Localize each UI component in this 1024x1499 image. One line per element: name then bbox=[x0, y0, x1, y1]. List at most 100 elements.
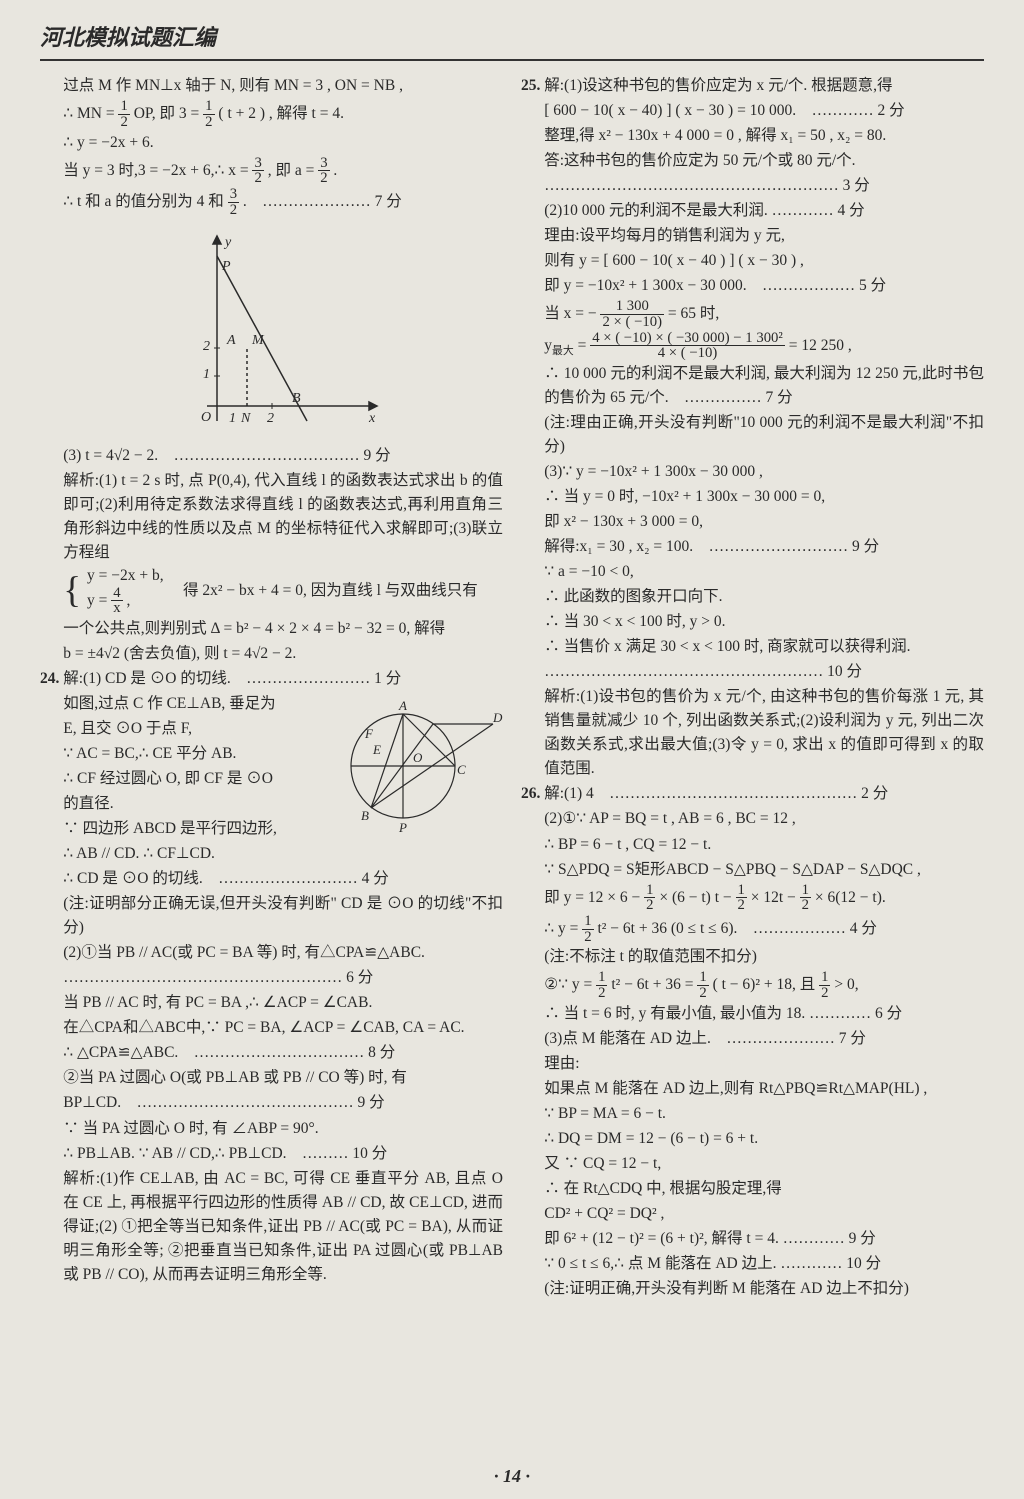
text-line: ∴ 当售价 x 满足 30 < x < 100 时, 商家就可以获得利润. bbox=[521, 635, 984, 659]
analysis-text: 解析:(1)设书包的售价为 x 元/个, 由这种书包的售价每涨 1 元, 其销售… bbox=[521, 685, 984, 781]
analysis-text: 解析:(1) t = 2 s 时, 点 P(0,4), 代入直线 l 的函数表达… bbox=[40, 469, 503, 565]
t: . ………………… 7 分 bbox=[243, 193, 402, 210]
brace-icon: { bbox=[63, 574, 81, 607]
t: , 即 a = bbox=[268, 161, 319, 178]
svg-text:2: 2 bbox=[203, 339, 210, 354]
svg-text:2: 2 bbox=[267, 411, 274, 426]
svg-text:P: P bbox=[398, 820, 407, 835]
text-line: 即 y = −10x² + 1 300x − 30 000. ……………… 5 … bbox=[521, 274, 984, 298]
text-line: 则有 y = [ 600 − 10( x − 40 ) ] ( x − 30 )… bbox=[521, 249, 984, 273]
text-line: 整理,得 x² − 130x + 4 000 = 0 , 解得 x₁ = 50 … bbox=[521, 124, 984, 148]
text-line: 答:这种书包的售价应定为 50 元/个或 80 元/个. bbox=[521, 149, 984, 173]
note-text: (注:证明部分正确无误,但开头没有判断" CD 是 ⊙O 的切线"不扣分) bbox=[40, 892, 503, 940]
text-line: 在△CPA和△ABC中,∵ PC = BA, ∠ACP = ∠CAB, CA =… bbox=[40, 1016, 503, 1040]
text-line: ∴ DQ = DM = 12 − (6 − t) = 6 + t. bbox=[521, 1127, 984, 1151]
fraction: 12 bbox=[596, 970, 607, 1000]
text-line: ………………………………………………… 3 分 bbox=[521, 174, 984, 198]
fraction: 12 bbox=[800, 883, 811, 913]
t: = 12 250 , bbox=[789, 337, 852, 354]
t: × (6 − t) t − bbox=[659, 888, 735, 905]
fraction: 4 × ( −10) × ( −30 000) − 1 300²4 × ( −1… bbox=[590, 331, 785, 361]
text-line: ∴ CD 是 ⊙O 的切线. ……………………… 4 分 bbox=[40, 867, 503, 891]
svg-text:1: 1 bbox=[229, 411, 236, 426]
t: ∴ y = bbox=[544, 920, 582, 937]
svg-text:O: O bbox=[201, 410, 211, 425]
fraction: 32 bbox=[228, 187, 239, 217]
text-line: ∴ 当 y = 0 时, −10x² + 1 300x − 30 000 = 0… bbox=[521, 485, 984, 509]
svg-text:B: B bbox=[361, 808, 369, 823]
text-line: 即 6² + (12 − t)² = (6 + t)², 解得 t = 4. …… bbox=[521, 1227, 984, 1251]
text-line: ∵ 0 ≤ t ≤ 6,∴ 点 M 能落在 AD 边上. ………… 10 分 bbox=[521, 1252, 984, 1276]
text-line: ∴ 在 Rt△CDQ 中, 根据勾股定理,得 bbox=[521, 1177, 984, 1201]
t: = bbox=[578, 337, 591, 354]
text-line: ∴ 当 30 < x < 100 时, y > 0. bbox=[521, 610, 984, 634]
svg-text:B: B bbox=[292, 391, 301, 406]
t: 当 x = − bbox=[544, 305, 600, 322]
text-line: [ 600 − 10( x − 40) ] ( x − 30 ) = 10 00… bbox=[521, 99, 984, 123]
fraction: 12 bbox=[697, 970, 708, 1000]
fraction: 4x bbox=[111, 586, 122, 616]
text-line: CD² + CQ² = DQ² , bbox=[521, 1202, 984, 1226]
text-line: ……………………………………………… 10 分 bbox=[521, 660, 984, 684]
text-line: ∴ MN = 12 OP, 即 3 = 12 ( t + 2 ) , 解得 t … bbox=[40, 99, 503, 129]
text-line: ∴ △CPA≌△ABC. …………………………… 8 分 bbox=[40, 1041, 503, 1065]
text-line: ∴ t 和 a 的值分别为 4 和 32 . ………………… 7 分 bbox=[40, 187, 503, 217]
note-text: (注:不标注 t 的取值范围不扣分) bbox=[521, 945, 984, 969]
text-line: (2)①∵ AP = BQ = t , AB = 6 , BC = 12 , bbox=[521, 807, 984, 831]
fraction: 32 bbox=[318, 156, 329, 186]
t: > 0, bbox=[834, 976, 858, 993]
t: t² − 6t + 36 = bbox=[611, 976, 697, 993]
note-text: (注:理由正确,开头没有判断"10 000 元的利润不是最大利润"不扣分) bbox=[521, 411, 984, 459]
fraction: 12 bbox=[736, 883, 747, 913]
text-line: 如果点 M 能落在 AD 边上,则有 Rt△PBQ≌Rt△MAP(HL) , bbox=[521, 1077, 984, 1101]
text-line: 当 PB // AC 时, 有 PC = BA ,∴ ∠ACP = ∠CAB. bbox=[40, 991, 503, 1015]
text-line: ∴ y = −2x + 6. bbox=[40, 131, 503, 155]
text-line: 即 y = 12 × 6 − 12 × (6 − t) t − 12 × 12t… bbox=[521, 883, 984, 913]
svg-text:A: A bbox=[226, 333, 236, 348]
text-line: BP⊥CD. …………………………………… 9 分 bbox=[40, 1091, 503, 1115]
text-line: ∴ BP = 6 − t , CQ = 12 − t. bbox=[521, 833, 984, 857]
t: ( t + 2 ) , 解得 t = 4. bbox=[218, 105, 344, 122]
fraction: 12 bbox=[644, 883, 655, 913]
t: 当 y = 3 时,3 = −2x + 6,∴ x = bbox=[63, 161, 252, 178]
text-line: ∴ 当 t = 6 时, y 有最小值, 最小值为 18. ………… 6 分 bbox=[521, 1002, 984, 1026]
t: × 12t − bbox=[751, 888, 800, 905]
fraction: 12 bbox=[582, 914, 593, 944]
t: . bbox=[333, 161, 337, 178]
fraction: 12 bbox=[203, 99, 214, 129]
svg-text:1: 1 bbox=[203, 367, 210, 382]
sub: 最大 bbox=[552, 345, 574, 357]
text-line: ②当 PA 过圆心 O(或 PB⊥AB 或 PB // CO 等) 时, 有 bbox=[40, 1066, 503, 1090]
sys-eq1: y = −2x + b, bbox=[87, 566, 164, 586]
fraction: 32 bbox=[252, 156, 263, 186]
t: ②∵ y = bbox=[544, 976, 596, 993]
t: t² − 6t + 36 (0 ≤ t ≤ 6). ……………… 4 分 bbox=[597, 920, 876, 937]
fraction: 12 bbox=[118, 99, 129, 129]
svg-text:F: F bbox=[364, 726, 374, 741]
circle-diagram: A D B C E F O P bbox=[333, 696, 503, 846]
text-line: 当 x = − 1 3002 × ( −10) = 65 时, bbox=[521, 299, 984, 329]
text-line: ∴ 10 000 元的利润不是最大利润, 最大利润为 12 250 元,此时书包… bbox=[521, 362, 984, 410]
page-number: · 14 · bbox=[0, 1462, 1024, 1491]
text-line: ……………………………………………… 6 分 bbox=[40, 966, 503, 990]
text-line: ∵ S△PDQ = S矩形ABCD − S△PBQ − S△DAP − S△DQ… bbox=[521, 858, 984, 882]
svg-text:E: E bbox=[372, 742, 381, 757]
fraction: 1 3002 × ( −10) bbox=[600, 299, 664, 329]
question-24: 24. 解:(1) CD 是 ⊙O 的切线. …………………… 1 分 bbox=[40, 667, 503, 691]
text-line: ∵ 当 PA 过圆心 O 时, 有 ∠ABP = 90°. bbox=[40, 1117, 503, 1141]
right-column: 25. 解:(1)设这种书包的售价应定为 x 元/个. 根据题意,得 [ 600… bbox=[521, 73, 984, 1302]
text-line: b = ±4√2 (舍去负值), 则 t = 4√2 − 2. bbox=[40, 642, 503, 666]
question-25: 25. 解:(1)设这种书包的售价应定为 x 元/个. 根据题意,得 bbox=[521, 74, 984, 98]
question-26: 26. 解:(1) 4 ………………………………………… 2 分 bbox=[521, 782, 984, 806]
columns: 过点 M 作 MN⊥x 轴于 N, 则有 MN = 3 , ON = NB , … bbox=[40, 73, 984, 1302]
t: 即 y = 12 × 6 − bbox=[544, 888, 644, 905]
svg-text:C: C bbox=[457, 762, 466, 777]
text-line: ∴ y = 12 t² − 6t + 36 (0 ≤ t ≤ 6). ……………… bbox=[521, 914, 984, 944]
fraction: 12 bbox=[819, 970, 830, 1000]
svg-text:N: N bbox=[240, 411, 251, 426]
text-line: ∵ BP = MA = 6 − t. bbox=[521, 1102, 984, 1126]
t: = 65 时, bbox=[668, 305, 719, 322]
text-line: ∴ 此函数的图象开口向下. bbox=[521, 585, 984, 609]
t: ( t − 6)² + 18, 且 bbox=[713, 976, 820, 993]
text-line: (2)①当 PB // AC(或 PC = BA 等) 时, 有△CPA≌△AB… bbox=[40, 941, 503, 965]
